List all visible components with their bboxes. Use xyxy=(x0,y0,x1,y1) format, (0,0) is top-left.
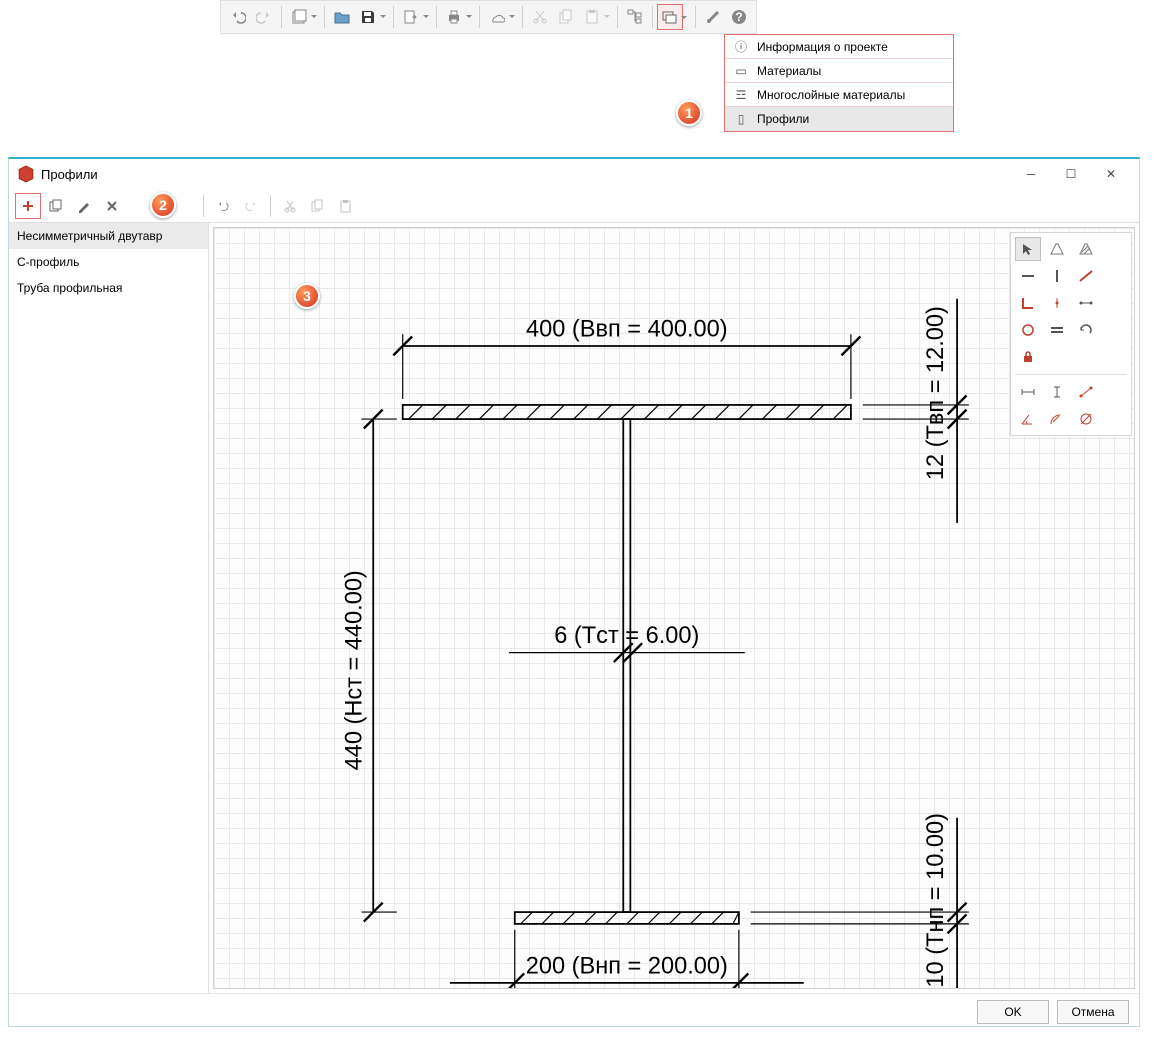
new-icon[interactable] xyxy=(286,4,312,30)
info-icon: ⓘ xyxy=(733,39,749,55)
circle-icon[interactable] xyxy=(1015,318,1041,342)
delete-button[interactable] xyxy=(99,193,125,219)
export-icon[interactable] xyxy=(398,4,424,30)
paste-icon[interactable] xyxy=(579,4,605,30)
callout-2: 2 xyxy=(150,192,176,218)
contour-tool-icon[interactable] xyxy=(1044,237,1070,261)
profile-drawing: 400 (Bвп = 400.00) 12 (Tвп = 12.00) 440 … xyxy=(214,228,1134,989)
dialog-title: Профили xyxy=(41,167,98,182)
dd-materials[interactable]: ▭ Материалы xyxy=(725,59,953,83)
corner-icon[interactable] xyxy=(1015,291,1041,315)
duplicate-button[interactable] xyxy=(43,193,69,219)
print-icon[interactable] xyxy=(441,4,467,30)
dim-top: 400 (Bвп = 400.00) xyxy=(526,316,728,342)
list-item[interactable]: Труба профильная xyxy=(9,275,208,301)
tree-icon[interactable] xyxy=(622,4,648,30)
copy-icon[interactable] xyxy=(553,4,579,30)
segment-icon[interactable] xyxy=(1073,291,1099,315)
dim-h-icon[interactable] xyxy=(1015,380,1041,404)
help-icon[interactable]: ? xyxy=(726,4,752,30)
main-toolbar: ? xyxy=(220,0,757,34)
save-icon[interactable] xyxy=(355,4,381,30)
undo2-icon[interactable] xyxy=(210,193,236,219)
app-icon xyxy=(17,165,35,183)
hatch-tool-icon[interactable] xyxy=(1073,237,1099,261)
titlebar: Профили ─ ☐ ✕ xyxy=(9,159,1139,189)
point-icon[interactable] xyxy=(1044,291,1070,315)
lock-icon[interactable] xyxy=(1015,345,1041,369)
redo-icon[interactable] xyxy=(251,4,277,30)
dim-angle-icon[interactable] xyxy=(1015,407,1041,431)
dim-bottom: 200 (Bнп = 200.00) xyxy=(526,952,728,978)
minimize-button[interactable]: ─ xyxy=(1011,160,1051,188)
canvas[interactable]: 3 xyxy=(213,227,1135,989)
line-v-icon[interactable] xyxy=(1044,264,1070,288)
cloud-icon[interactable] xyxy=(484,4,510,30)
dim-radius-icon[interactable] xyxy=(1044,407,1070,431)
list-item[interactable]: Несимметричный двутавр xyxy=(9,223,208,249)
manage-dropdown: ⓘ Информация о проекте ▭ Материалы ☲ Многос… xyxy=(724,34,954,132)
ok-button[interactable]: OK xyxy=(977,1000,1049,1024)
close-button[interactable]: ✕ xyxy=(1091,160,1131,188)
cancel-button[interactable]: Отмена xyxy=(1057,1000,1129,1024)
dd-label: Информация о проекте xyxy=(757,40,888,54)
rotate-icon[interactable] xyxy=(1073,318,1099,342)
select-tool-icon[interactable] xyxy=(1015,237,1041,261)
svg-text:?: ? xyxy=(735,10,742,24)
dd-multilayer[interactable]: ☲ Многослойные материалы xyxy=(725,83,953,107)
dd-profiles[interactable]: ▯ Профили xyxy=(725,107,953,131)
profiles-icon: ▯ xyxy=(733,111,749,127)
dim-diameter-icon[interactable] xyxy=(1073,407,1099,431)
dim-mid: 6 (Tст = 6.00) xyxy=(554,622,699,648)
materials-icon: ▭ xyxy=(733,63,749,79)
multilayer-icon: ☲ xyxy=(733,87,749,103)
dim-v-icon[interactable] xyxy=(1044,380,1070,404)
open-icon[interactable] xyxy=(329,4,355,30)
edit-button[interactable] xyxy=(71,193,97,219)
line-d-icon[interactable] xyxy=(1073,264,1099,288)
tool-panel xyxy=(1010,232,1132,436)
callout-1: 1 xyxy=(676,100,702,126)
profile-list: Несимметричный двутавр С-профиль Труба п… xyxy=(9,223,209,993)
manage-icon[interactable] xyxy=(657,4,683,30)
dd-project-info[interactable]: ⓘ Информация о проекте xyxy=(725,35,953,59)
add-button[interactable] xyxy=(15,193,41,219)
settings-icon[interactable] xyxy=(700,4,726,30)
line-h-icon[interactable] xyxy=(1015,264,1041,288)
dim-right-bot: 10 (Tнп = 10.00) xyxy=(922,813,948,988)
dim-align-icon[interactable] xyxy=(1073,380,1099,404)
dim-right-top: 12 (Tвп = 12.00) xyxy=(922,306,948,480)
dd-label: Многослойные материалы xyxy=(757,88,905,102)
list-item[interactable]: С-профиль xyxy=(9,249,208,275)
profiles-dialog: Профили ─ ☐ ✕ 2 Несимметричный двутавр С… xyxy=(8,157,1140,1027)
paste2-icon[interactable] xyxy=(333,193,359,219)
cut-icon[interactable] xyxy=(527,4,553,30)
parallel-icon[interactable] xyxy=(1044,318,1070,342)
dd-label: Профили xyxy=(757,112,809,126)
dialog-footer: OK Отмена xyxy=(9,993,1139,1029)
dialog-toolbar xyxy=(9,189,1139,223)
undo-icon[interactable] xyxy=(225,4,251,30)
cut2-icon[interactable] xyxy=(277,193,303,219)
dd-label: Материалы xyxy=(757,64,821,78)
maximize-button[interactable]: ☐ xyxy=(1051,160,1091,188)
copy2-icon[interactable] xyxy=(305,193,331,219)
redo2-icon[interactable] xyxy=(238,193,264,219)
dim-left: 440 (Hст = 440.00) xyxy=(340,570,366,770)
